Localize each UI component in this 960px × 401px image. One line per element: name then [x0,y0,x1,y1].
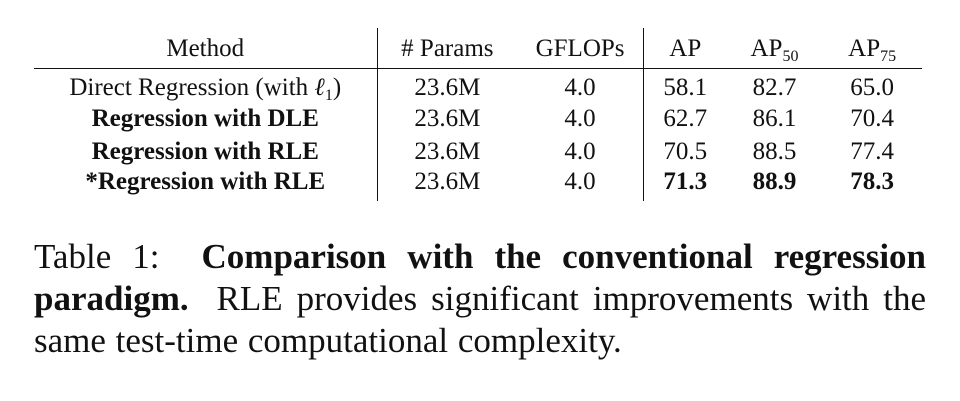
table-row: Regression with RLE 23.6M 4.0 70.5 88.5 … [34,134,922,168]
table-caption: Table 1: Comparison with the conventiona… [34,236,926,362]
row-ap75: 65.0 [850,73,895,101]
table-header: Method # Params GFLOPs AP AP50 AP75 [34,28,922,69]
header-gflops: GFLOPs [517,28,644,69]
row-ap50: 82.7 [752,73,797,101]
row-params: 23.6M [414,167,481,195]
row-ap50: 86.1 [752,104,797,132]
row-ap50: 88.5 [752,137,797,165]
row-ap75: 78.3 [850,167,895,195]
row-ap: 70.5 [663,137,708,165]
row-ap75: 77.4 [850,137,895,165]
caption-text: RLE provides significant improvements wi… [34,279,926,360]
header-ap75-sub: 75 [880,47,897,65]
header-ap50-base: AP [750,34,783,62]
row-method: Direct Regression (with ℓ1) [34,68,378,104]
row-method: *Regression with RLE [34,167,378,201]
method-suffix: ) [332,73,342,101]
row-gflops: 4.0 [517,134,644,168]
header-ap: AP [669,34,702,62]
row-gflops: 4.0 [517,167,644,201]
header-row: Method # Params GFLOPs AP AP50 AP75 [34,28,922,69]
row-ap: 62.7 [663,104,708,132]
row-ap: 71.3 [663,167,708,195]
header-ap50: AP50 [727,28,823,69]
header-ap75-base: AP [848,34,881,62]
method-prefix: Direct Regression (with [69,73,315,101]
row-params: 23.6M [414,104,481,132]
header-ap50-sub: 50 [782,47,799,65]
row-ap: 58.1 [663,73,708,101]
table-row: Direct Regression (with ℓ1) 23.6M 4.0 58… [34,68,922,104]
table-row: Regression with DLE 23.6M 4.0 62.7 86.1 … [34,101,922,135]
l1-subscript: 1 [324,86,333,104]
table-row: *Regression with RLE 23.6M 4.0 71.3 88.9… [34,167,922,201]
l1-symbol: ℓ [314,73,325,101]
table-body: Direct Regression (with ℓ1) 23.6M 4.0 58… [34,68,922,201]
row-ap50: 88.9 [752,167,797,195]
header-ap75: AP75 [822,28,922,69]
row-gflops: 4.0 [517,101,644,135]
row-ap75: 70.4 [850,104,895,132]
row-method: Regression with DLE [34,101,378,135]
header-params: # Params [401,34,494,62]
row-params: 23.6M [414,73,481,101]
header-method: Method [34,28,378,69]
results-table: Method # Params GFLOPs AP AP50 AP75 Dire… [34,28,922,201]
caption-label: Table 1: [34,237,160,276]
row-method: Regression with RLE [34,134,378,168]
row-params: 23.6M [414,137,481,165]
row-gflops: 4.0 [517,68,644,102]
caption-title: Comparison with the conventional regress… [34,237,927,318]
